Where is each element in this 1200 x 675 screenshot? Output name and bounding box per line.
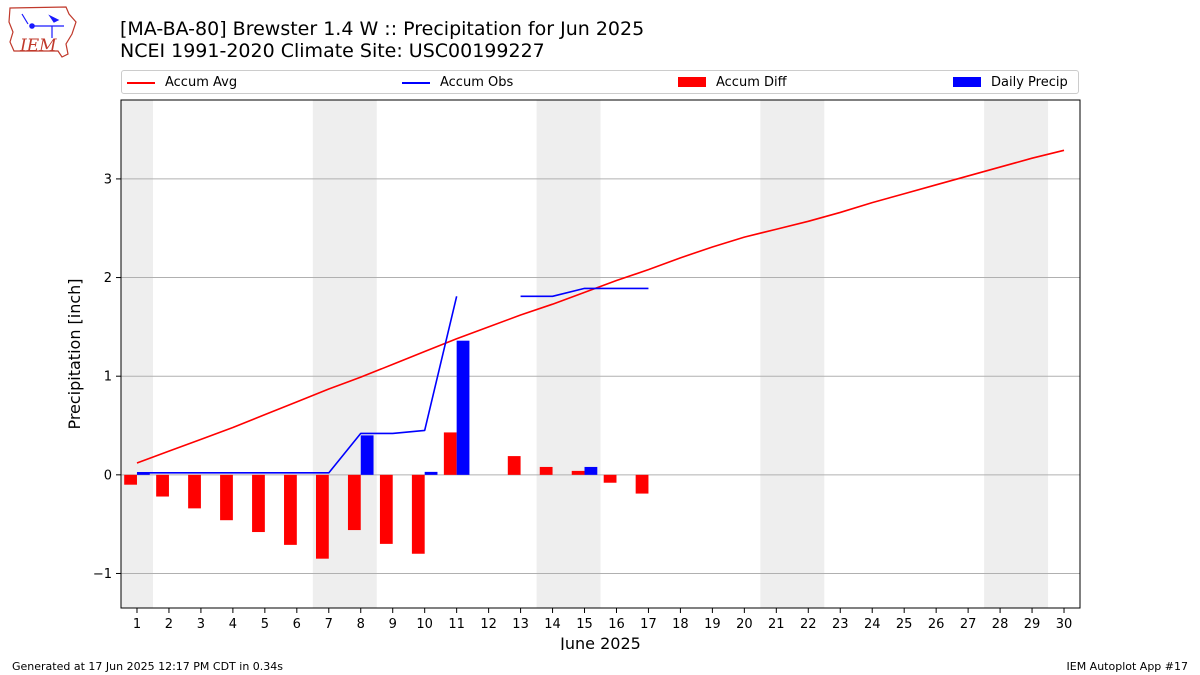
y-tick-label: 3 [104,172,112,187]
accum-diff-bar [347,474,361,531]
x-tick-label: 24 [864,617,881,632]
x-tick-label: 6 [293,617,301,632]
accum-diff-bar [571,470,585,475]
x-tick-label: 9 [389,617,397,632]
x-tick-label: 19 [704,617,721,632]
weekend-band [536,100,601,608]
weekend-band [121,100,153,608]
accum-diff-bar [156,474,169,497]
x-tick-label: 23 [832,617,849,632]
daily-precip-bar [136,472,150,475]
accum-diff-bar [315,474,329,559]
daily-precip-bar [360,435,374,475]
accum-avg-line [136,149,1065,464]
generated-timestamp: Generated at 17 Jun 2025 12:17 PM CDT in… [12,660,284,673]
legend-label-accum-diff: Accum Diff [716,75,787,90]
y-tick-label: −1 [93,567,112,582]
accum-diff-bar [220,474,233,521]
x-axis-label: June 2025 [559,634,641,650]
y-tick-label: 1 [104,370,112,385]
x-tick-label: 10 [416,617,433,632]
weather-station-icon [21,13,64,38]
x-tick-label: 14 [544,617,561,632]
accum-diff-bar [539,466,553,475]
x-tick-label: 29 [1024,617,1041,632]
x-tick-label: 12 [480,617,497,632]
accum-diff-bar [124,474,137,485]
x-tick-label: 8 [357,617,365,632]
x-tick-label: 26 [928,617,945,632]
x-tick-label: 13 [512,617,529,632]
daily-precip-bar [584,466,598,475]
legend-label-daily-precip: Daily Precip [991,75,1068,90]
chart-subtitle: NCEI 1991-2020 Climate Site: USC00199227 [120,40,545,62]
plot-frame [120,99,1081,609]
x-tick-label: 22 [800,617,817,632]
accum-diff-bar [379,474,393,544]
x-tick-label: 16 [608,617,625,632]
y-tick-label: 2 [104,271,112,286]
x-tick-label: 3 [197,617,205,632]
legend-label-accum-obs: Accum Obs [440,75,514,90]
y-tick-label: 0 [104,468,112,483]
x-tick-label: 17 [640,617,657,632]
x-tick-label: 25 [896,617,913,632]
x-tick-label: 30 [1056,617,1073,632]
accum-diff-bar [284,474,297,545]
legend-swatch-accum-obs [402,82,430,84]
accum-diff-bar [443,432,457,475]
accum-diff-bar [252,474,265,533]
daily-precip-bar [456,340,470,475]
legend-swatch-daily-precip [953,77,981,87]
legend-swatch-accum-avg [127,82,155,84]
x-tick-label: 1 [133,617,141,632]
logo-text: IEM [19,36,57,56]
x-tick-label: 20 [736,617,753,632]
x-tick-label: 28 [992,617,1009,632]
weekend-band [984,100,1049,608]
accum-diff-bar [188,474,201,509]
y-axis-label: Precipitation [inch] [65,278,84,429]
accum-diff-bar [603,474,617,483]
accum-diff-bar [507,456,521,475]
x-tick-label: 15 [576,617,593,632]
weekend-band [760,100,825,608]
chart-legend: Accum Avg Accum Obs Accum Diff Daily Pre… [121,70,1079,94]
legend-label-accum-avg: Accum Avg [165,75,238,90]
legend-swatch-accum-diff [678,77,706,87]
accum-obs-line [136,287,649,474]
x-tick-label: 27 [960,617,977,632]
x-tick-label: 7 [325,617,333,632]
x-tick-label: 2 [165,617,173,632]
accum-diff-bar [635,474,649,494]
chart-title: [MA-BA-80] Brewster 1.4 W :: Precipitati… [120,18,645,40]
daily-precip-bar [424,471,438,475]
x-tick-label: 5 [261,617,269,632]
x-tick-label: 18 [672,617,689,632]
x-tick-label: 21 [768,617,785,632]
x-tick-label: 11 [448,617,465,632]
accum-diff-bar [411,474,425,554]
x-tick-label: 4 [229,617,237,632]
autoplot-app-label: IEM Autoplot App #17 [1066,660,1189,673]
iem-logo: IEM [8,6,77,58]
